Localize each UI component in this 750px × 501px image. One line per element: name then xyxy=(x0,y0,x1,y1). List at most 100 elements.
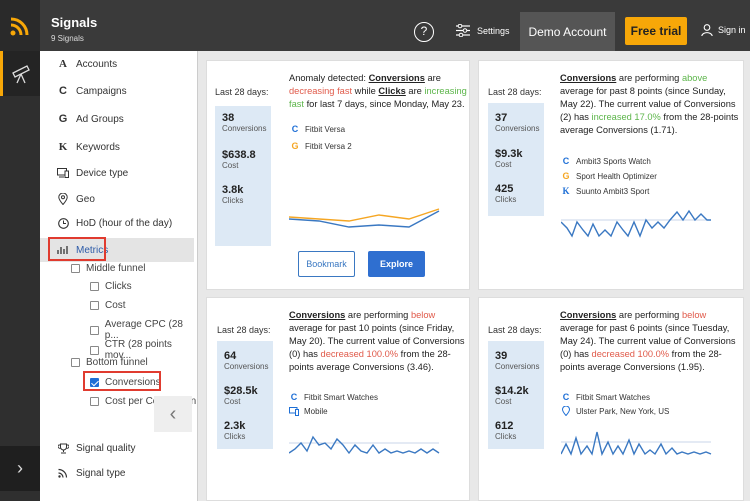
signal-message: Conversions are performing below average… xyxy=(560,310,736,372)
checkbox[interactable] xyxy=(90,345,99,355)
bookmark-button[interactable]: Bookmark xyxy=(298,251,355,277)
stat-label: Clicks xyxy=(224,432,246,441)
clock-icon xyxy=(56,217,70,229)
period-label: Last 28 days: xyxy=(488,87,542,97)
metrics-icon xyxy=(56,245,70,255)
metric-clicks[interactable]: Clicks xyxy=(90,281,132,292)
device-icon xyxy=(56,168,70,178)
stat-label: Cost xyxy=(222,161,239,170)
checkbox[interactable] xyxy=(71,264,80,273)
sliders-icon xyxy=(456,24,470,37)
sidebar-item-keywords[interactable]: K Keywords xyxy=(40,137,194,157)
sidebar: A Accounts C Campaigns G Ad Groups K Keyword… xyxy=(40,51,198,501)
settings-button[interactable]: Settings xyxy=(456,24,510,37)
stat-label: Clicks xyxy=(495,195,517,204)
sidebar-item-hod[interactable]: HoD (hour of the day) xyxy=(40,213,194,233)
metric-link[interactable]: Conversions xyxy=(289,310,346,320)
sidebar-item-label: Geo xyxy=(76,193,95,205)
sidebar-item-label: Keywords xyxy=(76,141,120,153)
signal-card: Last 28 days: 37 Conversions $9.3k Cost 42… xyxy=(478,60,744,290)
logo[interactable] xyxy=(0,0,40,51)
sidebar-item-geo[interactable]: Geo xyxy=(40,189,194,209)
telescope-tool[interactable] xyxy=(0,51,40,96)
sidebar-item-signal-quality[interactable]: Signal quality xyxy=(40,438,194,458)
signal-card: Last 28 days: 64 Conversions $28.5k Cost 2… xyxy=(206,297,470,501)
checkbox[interactable] xyxy=(71,358,80,367)
metric-link[interactable]: Clicks xyxy=(378,86,406,96)
signal-card: Last 28 days: 39 Conversions $14.2k Cost 6… xyxy=(478,297,744,501)
stat-value: 3.8k xyxy=(222,184,244,196)
checkbox[interactable] xyxy=(90,397,99,406)
stat-value: $9.3k xyxy=(495,148,523,160)
group-middle-funnel[interactable]: Middle funnel xyxy=(71,263,145,274)
metric-link[interactable]: Conversions xyxy=(560,310,617,320)
stat-value: $28.5k xyxy=(224,385,258,397)
signal-card: Last 28 days: 38 Conversions $638.8 Cost 3… xyxy=(206,60,470,290)
sign-in-button[interactable]: Sign in xyxy=(701,24,746,36)
free-trial-button[interactable]: Free trial xyxy=(625,17,687,45)
legend-item: G Fitbit Versa 2 xyxy=(291,141,352,151)
ad-group-icon: G xyxy=(562,171,570,181)
explore-button[interactable]: Explore xyxy=(368,251,425,277)
stat-value: 37 xyxy=(495,112,508,124)
stat-label: Conversions xyxy=(222,124,267,133)
sidebar-item-metrics[interactable]: Metrics xyxy=(40,238,194,262)
metric-link[interactable]: Conversions xyxy=(368,73,425,83)
trophy-icon xyxy=(56,443,70,454)
expand-chevron-icon[interactable]: › xyxy=(0,446,40,491)
collapse-chevron-icon[interactable]: ‹ xyxy=(154,396,192,432)
highlight-box xyxy=(48,237,106,261)
sidebar-item-ad-groups[interactable]: G Ad Groups xyxy=(40,109,194,129)
keywords-icon: K xyxy=(58,141,68,153)
metric-label: Conversions xyxy=(105,377,161,388)
device-icon xyxy=(289,407,299,416)
settings-label: Settings xyxy=(477,25,510,36)
top-bar: Signals 9 Signals ? Settings Demo Accoun… xyxy=(0,0,750,51)
metric-average-cpc[interactable]: Average CPC (28 p... xyxy=(90,319,197,341)
metric-link[interactable]: Conversions xyxy=(560,73,617,83)
sidebar-item-accounts[interactable]: A Accounts xyxy=(40,54,194,74)
pin-icon xyxy=(561,406,571,416)
signal-icon xyxy=(56,468,70,478)
checkbox[interactable] xyxy=(90,301,99,310)
group-label: Middle funnel xyxy=(86,263,146,274)
checkbox-checked[interactable] xyxy=(90,378,99,387)
stat-label: Conversions xyxy=(495,124,540,133)
stat-label: Cost xyxy=(495,160,512,169)
legend-item: C Fitbit Versa xyxy=(291,124,346,134)
signal-message: Conversions are performing above average… xyxy=(560,73,739,135)
metric-ctr[interactable]: CTR (28 points mov... xyxy=(90,339,197,361)
stats-panel: Last 28 days: 64 Conversions $28.5k Cost 2… xyxy=(217,325,273,449)
metric-cost-per-conversion[interactable]: Cost per Conversion xyxy=(90,396,196,407)
checkbox[interactable] xyxy=(90,282,99,291)
campaign-icon: C xyxy=(562,156,570,166)
stat-label: Conversions xyxy=(495,362,540,371)
left-rail: › xyxy=(0,51,40,501)
app-title: Signals xyxy=(51,15,98,30)
metric-label: Clicks xyxy=(105,281,132,292)
checkbox[interactable] xyxy=(90,325,99,335)
stat-value: 38 xyxy=(222,112,235,124)
stat-label: Clicks xyxy=(222,196,244,205)
legend-item: K Suunto Ambit3 Sport xyxy=(562,186,650,196)
metric-conversions[interactable]: Conversions xyxy=(90,377,161,388)
metric-label: Cost per Conversion xyxy=(105,396,197,407)
legend-item: C Ambit3 Sports Watch xyxy=(562,156,651,166)
legend-item: G Sport Health Optimizer xyxy=(562,171,657,181)
sparkline-chart xyxy=(561,209,711,238)
stat-value: 425 xyxy=(495,183,514,195)
ad-groups-icon: G xyxy=(58,113,68,125)
stat-value: $638.8 xyxy=(222,149,256,161)
demo-account-button[interactable]: Demo Account xyxy=(520,12,615,51)
sidebar-item-signal-type[interactable]: Signal type xyxy=(40,463,194,483)
sidebar-item-device-type[interactable]: Device type xyxy=(40,163,194,183)
help-icon[interactable]: ? xyxy=(414,22,434,42)
keyword-icon: K xyxy=(562,186,570,196)
stat-label: Conversions xyxy=(224,362,269,371)
sidebar-item-campaigns[interactable]: C Campaigns xyxy=(40,81,194,101)
group-bottom-funnel[interactable]: Bottom funnel xyxy=(71,357,148,368)
campaign-icon: C xyxy=(290,392,298,402)
signal-message: Conversions are performing below average… xyxy=(289,310,465,372)
stat-value: 612 xyxy=(495,420,514,432)
metric-cost[interactable]: Cost xyxy=(90,300,126,311)
